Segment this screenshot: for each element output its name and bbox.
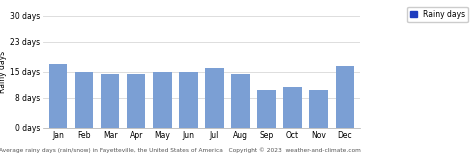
Y-axis label: Rainy days: Rainy days xyxy=(0,51,7,93)
Legend: Rainy days: Rainy days xyxy=(407,7,468,22)
Bar xyxy=(310,90,328,128)
Bar xyxy=(205,68,224,128)
Bar xyxy=(283,87,301,128)
Bar xyxy=(231,74,250,128)
Bar xyxy=(257,90,276,128)
Bar xyxy=(101,74,119,128)
Bar xyxy=(49,64,67,128)
Text: Average rainy days (rain/snow) in Fayetteville, the United States of America   C: Average rainy days (rain/snow) in Fayett… xyxy=(0,147,361,153)
Bar xyxy=(336,66,354,128)
Bar xyxy=(127,74,146,128)
Bar xyxy=(75,72,93,128)
Bar xyxy=(153,72,172,128)
Bar xyxy=(179,72,198,128)
